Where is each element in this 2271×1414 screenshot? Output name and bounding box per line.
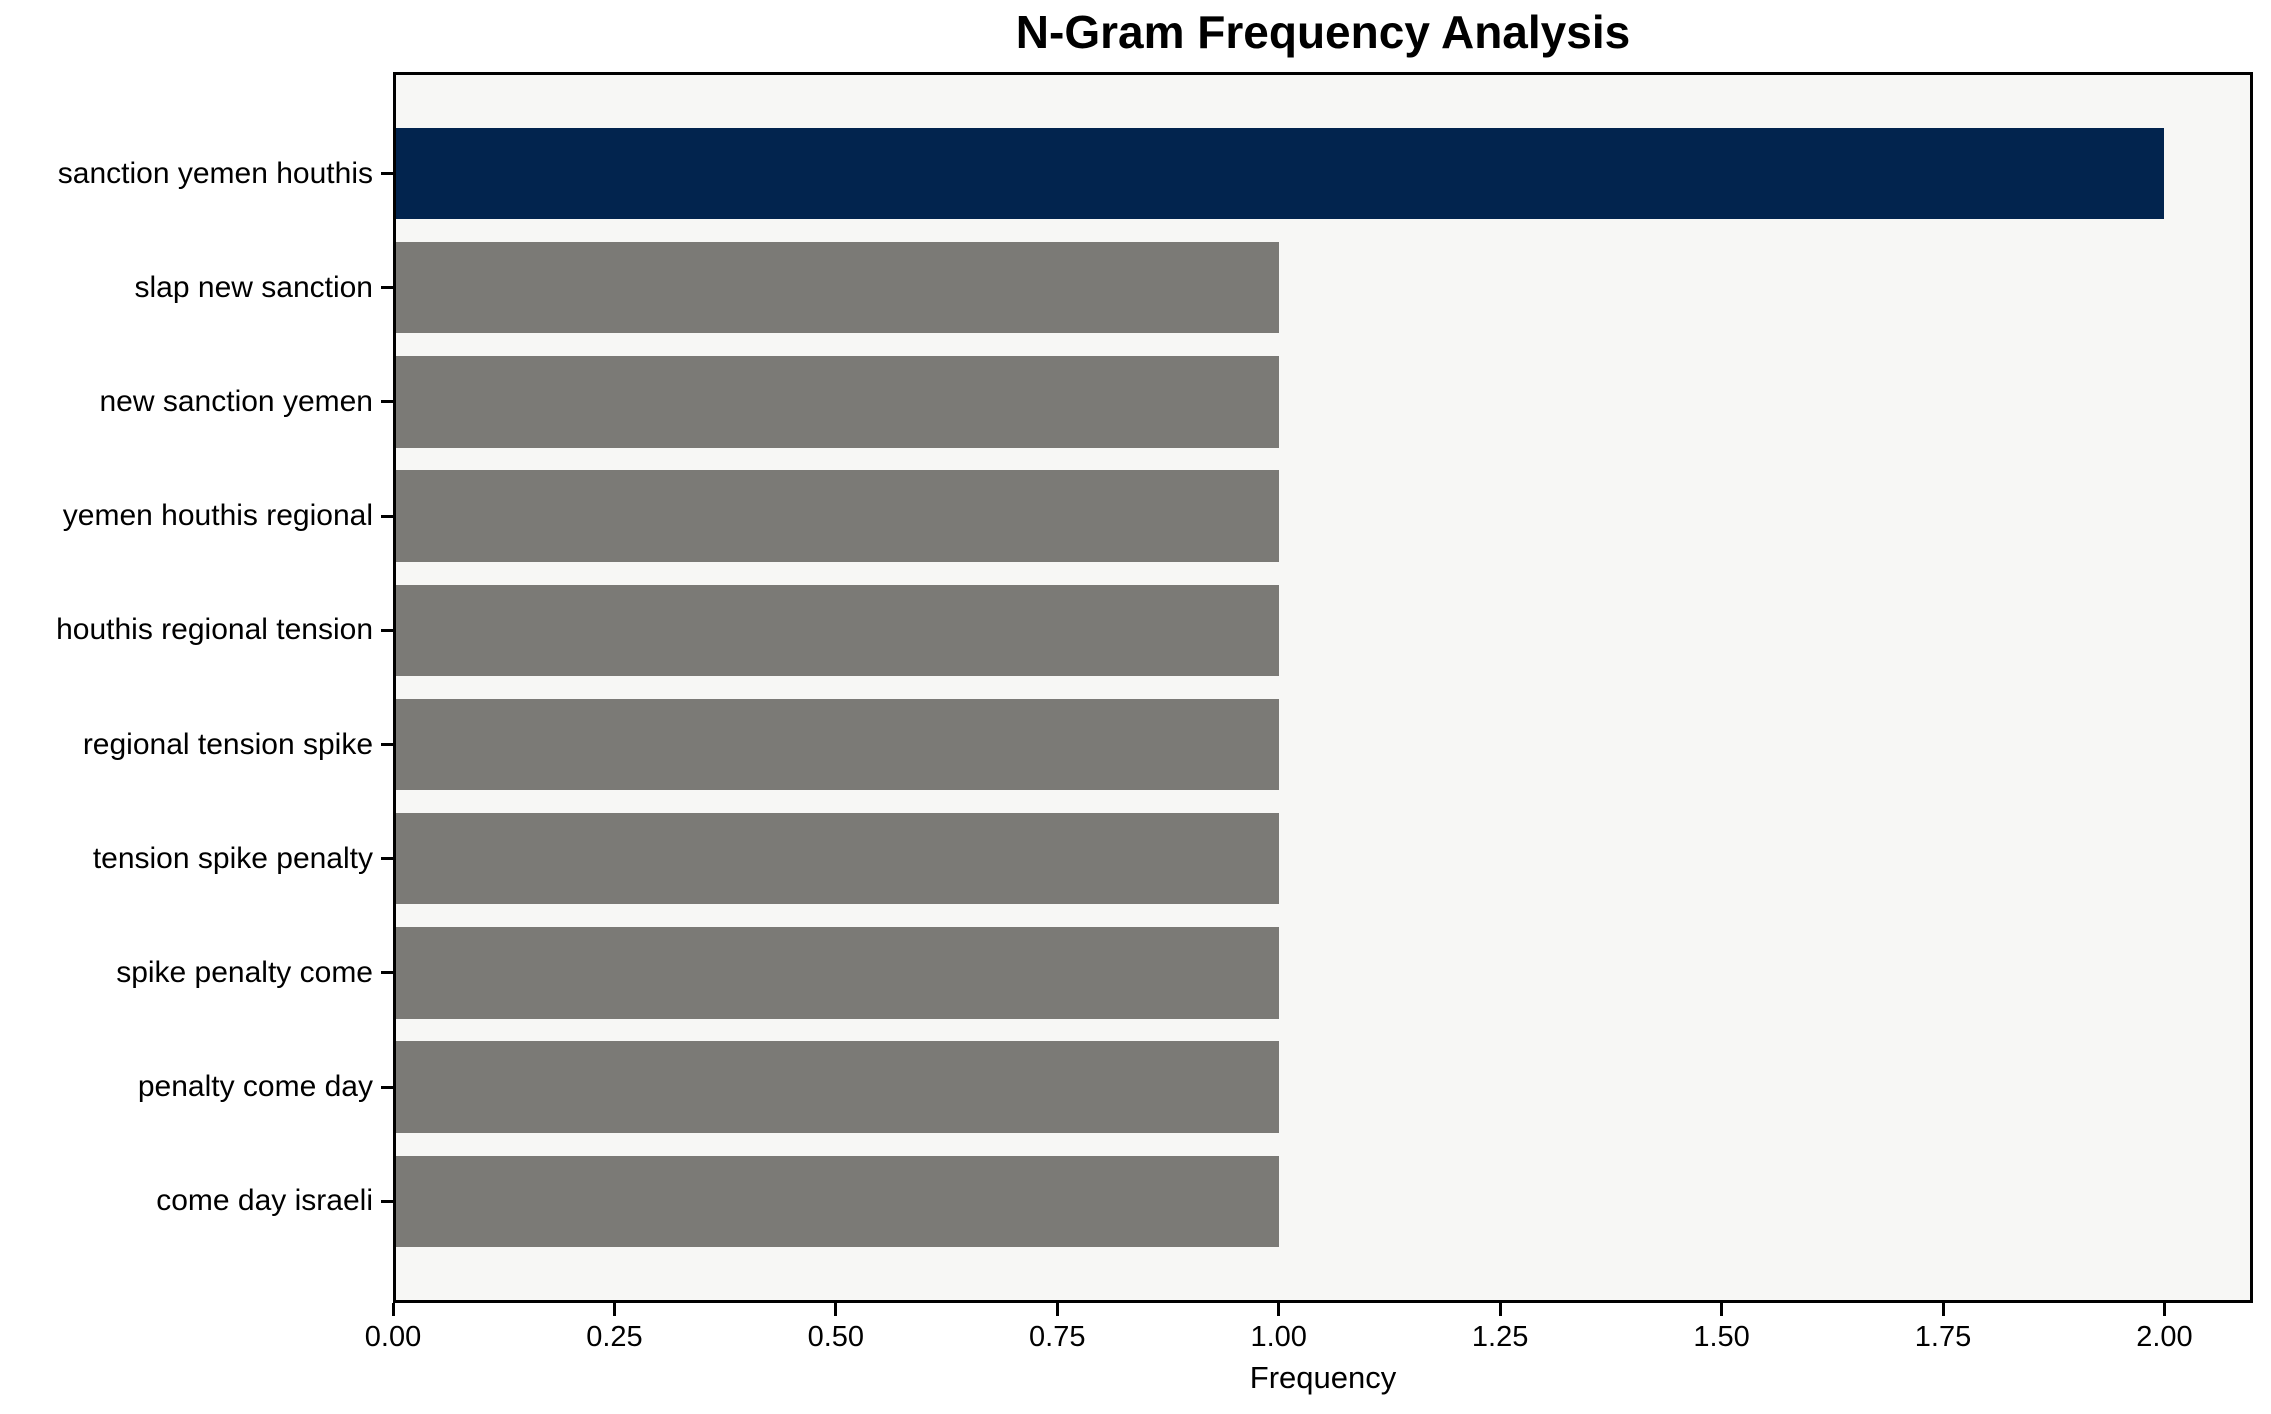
bar	[393, 698, 1279, 791]
x-tick-mark	[1277, 1303, 1281, 1316]
chart-title: N-Gram Frequency Analysis	[1015, 6, 1631, 58]
x-tick-mark	[391, 1303, 395, 1316]
x-tick-mark	[2162, 1303, 2166, 1316]
y-tick-label: tension spike penalty	[92, 841, 373, 875]
x-tick-label: 0.75	[1029, 1321, 1086, 1353]
bar	[393, 127, 2165, 220]
y-tick-mark	[381, 514, 393, 518]
bar	[393, 813, 1279, 905]
bar	[393, 1041, 1279, 1133]
y-tick-label: houthis regional tension	[56, 613, 373, 647]
bar	[393, 242, 1279, 334]
y-tick-mark	[381, 172, 393, 176]
y-tick-mark	[381, 1085, 393, 1089]
y-tick-label: new sanction yemen	[99, 384, 374, 418]
x-tick-mark	[1498, 1303, 1502, 1316]
x-axis: 0.00 0.25 0.50 0.75 1.00 1.25 1.50 1.75 2.00	[365, 1303, 2253, 1373]
y-tick-label: yemen houthis regional	[62, 499, 373, 533]
x-tick-mark	[612, 1303, 616, 1316]
bar	[393, 356, 1279, 448]
x-tick-label: 1.75	[1914, 1321, 1972, 1353]
x-tick-mark	[1941, 1303, 1945, 1316]
x-tick-label: 0.50	[807, 1321, 865, 1353]
y-tick-label: sanction yemen houthis	[57, 156, 373, 190]
y-tick-mark	[381, 400, 393, 404]
x-tick-label: 0.00	[364, 1321, 422, 1353]
bar	[393, 470, 1279, 562]
x-tick-label: 1.50	[1693, 1321, 1750, 1353]
x-tick-mark	[1720, 1303, 1724, 1316]
y-tick-mark	[381, 286, 393, 290]
x-axis-title: Frequency	[1249, 1360, 1397, 1395]
y-tick-label: come day israeli	[156, 1184, 373, 1218]
y-tick-label: penalty come day	[137, 1070, 373, 1104]
y-tick-mark	[381, 628, 393, 632]
x-tick-mark	[834, 1303, 838, 1316]
x-tick-mark	[1055, 1303, 1059, 1316]
y-tick-mark	[381, 971, 393, 975]
x-tick-label: 0.25	[586, 1321, 643, 1353]
y-tick-label: slap new sanction	[134, 270, 373, 304]
y-tick-mark	[381, 743, 393, 747]
x-tick-label: 2.00	[2136, 1321, 2193, 1353]
bar	[393, 927, 1279, 1019]
y-tick-mark	[381, 857, 393, 861]
bar	[393, 1155, 1279, 1247]
y-tick-label: spike penalty come	[116, 955, 373, 989]
x-tick-label: 1.25	[1471, 1321, 1529, 1353]
y-axis-labels: sanction yemen houthis slap new sanction n…	[0, 72, 373, 1303]
y-tick-mark	[381, 1199, 393, 1203]
y-tick-label: regional tension spike	[82, 727, 373, 761]
bar	[393, 584, 1279, 676]
x-tick-label: 1.00	[1250, 1321, 1307, 1353]
bars-layer	[393, 72, 2253, 1303]
